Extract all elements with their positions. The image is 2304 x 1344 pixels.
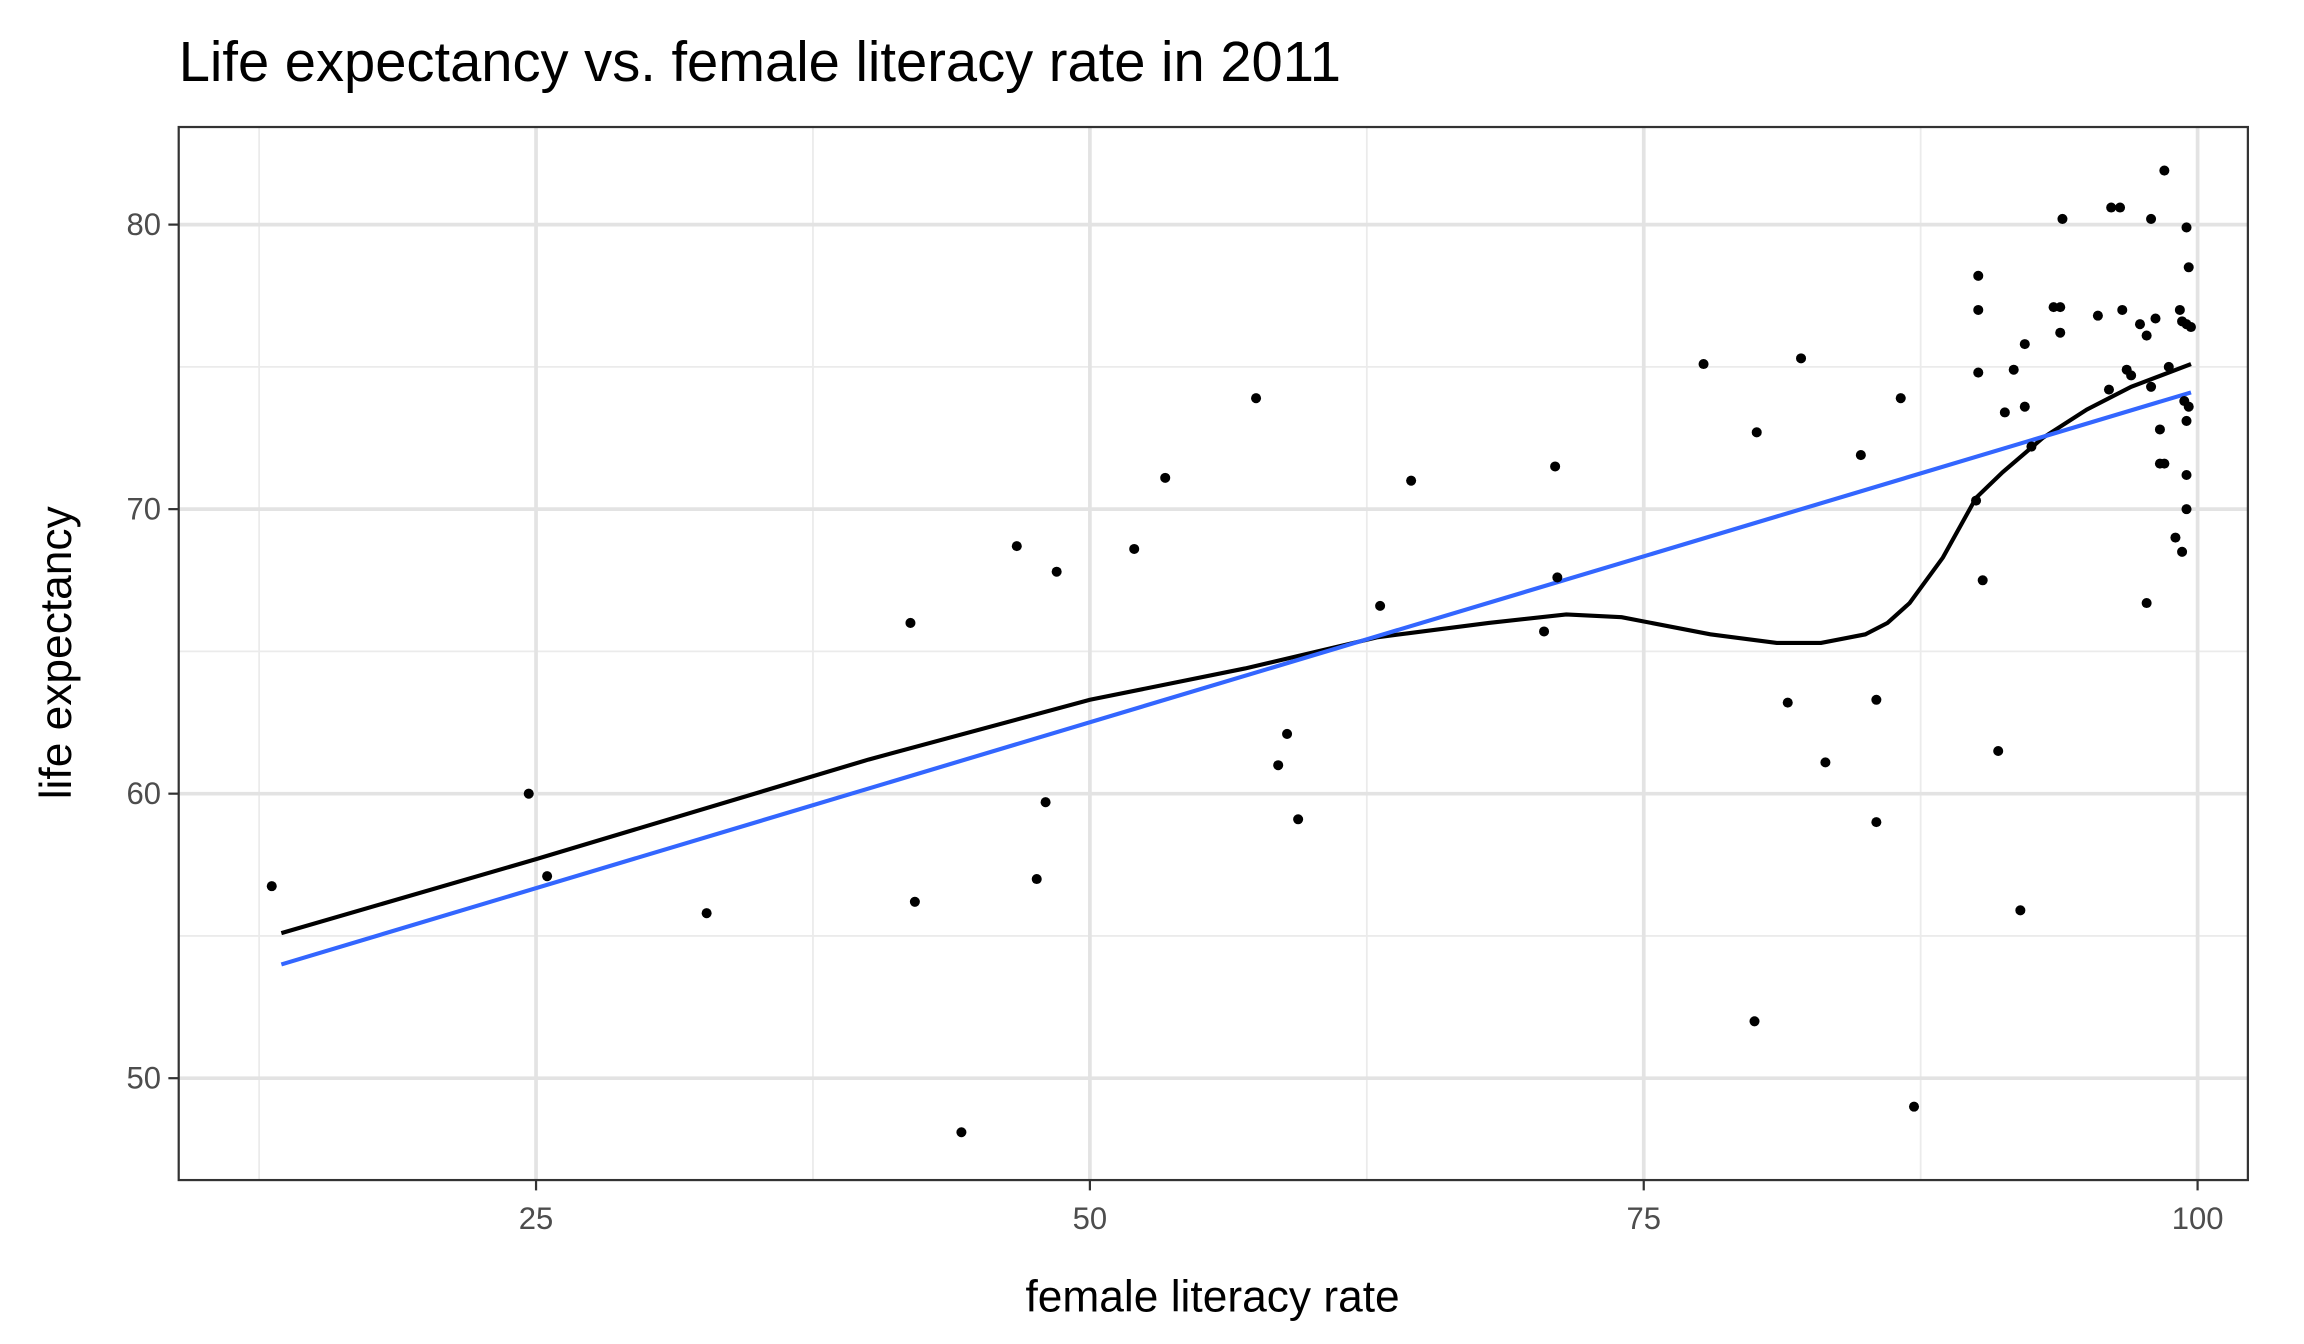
data-point: [2150, 313, 2161, 324]
data-point: [2163, 361, 2174, 372]
data-point: [1293, 814, 1304, 825]
data-point: [2019, 401, 2030, 412]
y-axis-title: life expectancy: [32, 505, 81, 799]
data-point: [1796, 353, 1807, 364]
x-tick-label: 25: [519, 1201, 553, 1236]
data-point: [905, 617, 916, 628]
data-point: [1999, 407, 2010, 418]
data-point: [1871, 817, 1882, 828]
y-tick-label: 80: [127, 207, 161, 242]
data-point: [2055, 302, 2066, 313]
data-point: [1977, 575, 1988, 586]
data-point: [1406, 475, 1417, 486]
data-point: [266, 881, 277, 892]
data-point: [1031, 874, 1042, 885]
data-point: [2015, 905, 2026, 916]
data-point: [2117, 304, 2128, 315]
data-point: [1552, 572, 1563, 583]
data-point: [2146, 213, 2157, 224]
data-point: [2183, 262, 2194, 273]
data-point: [2026, 441, 2037, 452]
data-point: [1040, 797, 1051, 808]
data-point: [1820, 757, 1831, 768]
data-point: [1993, 745, 2004, 757]
chart-title: Life expectancy vs. female literacy rate…: [179, 30, 1341, 93]
scatter-points: [266, 165, 2196, 1138]
data-point: [2126, 370, 2137, 381]
data-point: [1908, 1101, 1920, 1112]
data-point: [2181, 504, 2192, 515]
y-tick-label: 60: [127, 776, 161, 811]
data-point: [2177, 546, 2188, 557]
data-point: [1871, 694, 1882, 705]
x-tick-label: 50: [1073, 1201, 1107, 1236]
data-point: [523, 788, 534, 799]
data-point: [1698, 359, 1709, 370]
data-point: [2141, 598, 2152, 609]
y-tick-label: 50: [127, 1061, 161, 1096]
data-point: [1973, 304, 1984, 315]
data-point: [1751, 427, 1762, 438]
data-point: [1011, 541, 1022, 552]
data-point: [2057, 213, 2068, 224]
data-point: [1550, 461, 1561, 472]
data-point: [1129, 543, 1140, 554]
data-point: [1855, 450, 1866, 461]
x-tick-label: 75: [1626, 1201, 1660, 1236]
data-point: [1375, 600, 1386, 611]
data-point: [2181, 415, 2192, 426]
data-point: [2170, 532, 2181, 543]
data-point: [2115, 202, 2126, 213]
data-point: [2141, 330, 2152, 341]
data-point: [1749, 1016, 1760, 1027]
data-point: [542, 871, 553, 882]
plot-border: [177, 125, 2249, 1182]
data-point: [2154, 424, 2165, 435]
data-point: [909, 896, 920, 907]
data-point: [2185, 322, 2196, 333]
data-point: [2092, 310, 2103, 321]
data-point: [1282, 728, 1293, 739]
data-point: [1971, 495, 1982, 506]
data-point: [1251, 393, 1262, 404]
data-point: [2181, 222, 2192, 233]
data-point: [2181, 469, 2192, 481]
data-point: [2103, 384, 2114, 395]
data-point: [2019, 339, 2030, 350]
data-point: [1782, 697, 1793, 708]
data-point: [956, 1127, 967, 1138]
data-point: [2159, 165, 2170, 176]
x-tick-label: 100: [2172, 1201, 2224, 1236]
data-point: [1051, 566, 1062, 577]
linear-fit-line: [280, 390, 2192, 967]
data-point: [1895, 393, 1906, 404]
data-point: [2134, 319, 2146, 330]
data-point: [2008, 364, 2019, 375]
data-point: [2183, 401, 2194, 412]
data-point: [1539, 626, 1550, 637]
data-point: [1973, 367, 1984, 378]
axis-ticks: 25 50 75 100 50 60 70 80: [127, 207, 2224, 1236]
data-point: [2174, 304, 2185, 315]
data-point: [1973, 270, 1984, 281]
data-point: [701, 908, 712, 919]
plot-panel: [178, 127, 2248, 1181]
grid: [178, 127, 2248, 1181]
y-tick-label: 70: [127, 491, 161, 526]
x-axis-title: female literacy rate: [1025, 1273, 1399, 1322]
data-point: [2055, 327, 2066, 338]
fit-lines: [280, 362, 2192, 967]
data-point: [2146, 381, 2157, 392]
data-point: [1160, 472, 1171, 483]
loess-fit-line: [280, 362, 2192, 936]
data-point: [2106, 202, 2117, 213]
data-point: [2159, 458, 2170, 469]
data-point: [1273, 760, 1284, 771]
